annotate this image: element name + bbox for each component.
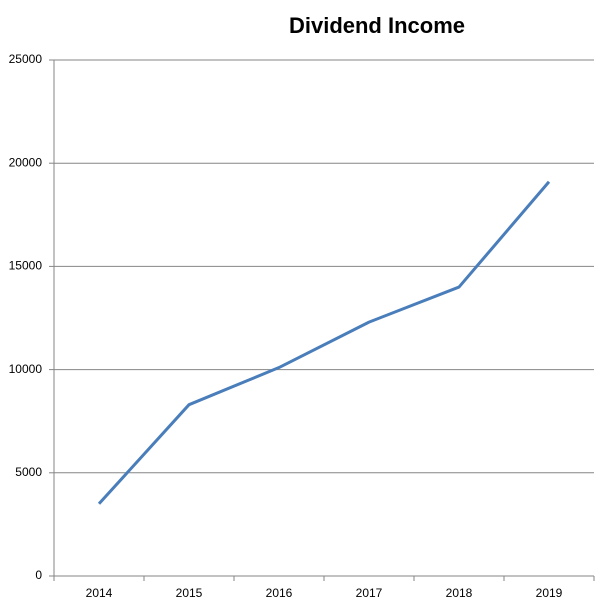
x-tick-label: 2018 bbox=[446, 586, 473, 600]
x-tick-label: 2014 bbox=[86, 586, 113, 600]
y-tick-label: 5000 bbox=[15, 465, 42, 479]
x-tick-label: 2019 bbox=[536, 586, 563, 600]
x-tick-label: 2015 bbox=[176, 586, 203, 600]
y-tick-label: 25000 bbox=[9, 52, 43, 66]
x-tick-label: 2017 bbox=[356, 586, 383, 600]
y-tick-label: 10000 bbox=[9, 362, 43, 376]
y-tick-label: 20000 bbox=[9, 155, 43, 169]
chart-title: Dividend Income bbox=[289, 13, 465, 38]
y-tick-label: 15000 bbox=[9, 259, 43, 273]
data-line bbox=[97, 180, 551, 505]
x-tick-label: 2016 bbox=[266, 586, 293, 600]
y-tick-label: 0 bbox=[35, 568, 42, 582]
